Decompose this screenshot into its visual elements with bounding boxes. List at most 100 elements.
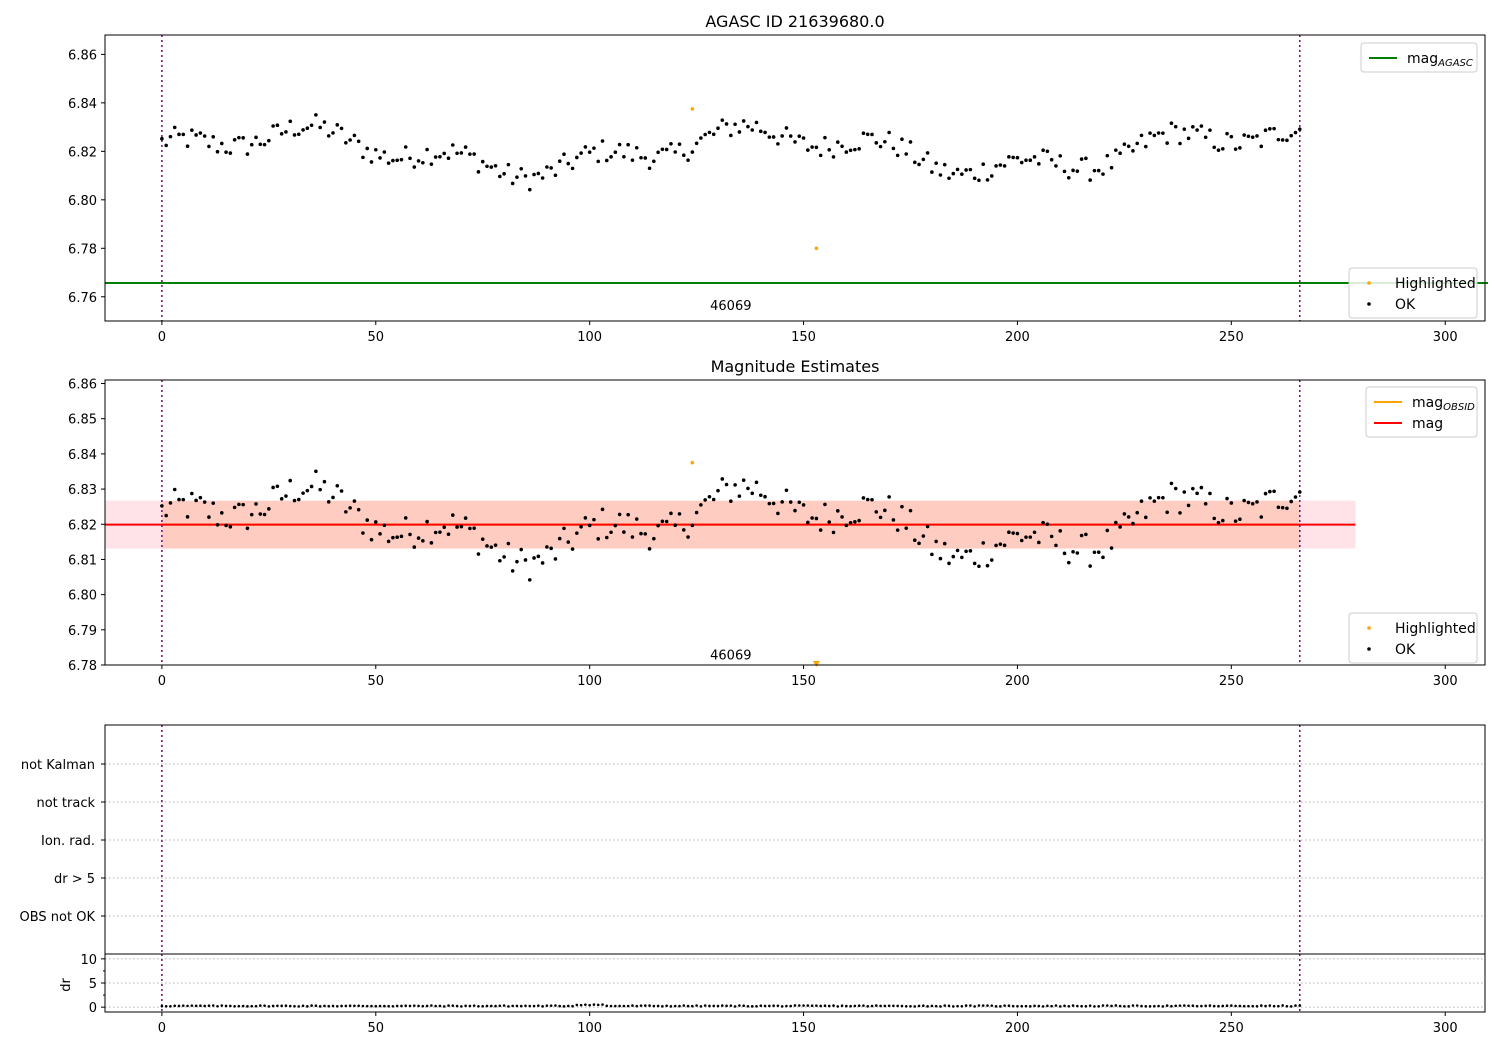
panel-mag-estimates-ok-point xyxy=(1238,517,1242,521)
panel-mag-estimates-ok-point xyxy=(874,510,879,514)
panel-dr-dr-point xyxy=(1148,1005,1152,1008)
panel-dr-dr-point xyxy=(596,1003,600,1007)
panel-agasc-ok-point xyxy=(600,139,605,143)
panel-agasc-ok-point xyxy=(527,187,532,192)
panel-agasc-ok-point xyxy=(348,138,352,142)
panel-agasc-ok-point xyxy=(579,151,583,155)
panel-agasc-ok-point xyxy=(305,126,310,131)
panel-agasc-ok-point xyxy=(823,135,827,140)
panel-dr-dr-point xyxy=(1174,1004,1178,1008)
panel-dr-dr-point xyxy=(1264,1004,1267,1008)
panel-mag-estimates-ok-point xyxy=(403,516,408,520)
panel-dr-dr-point xyxy=(528,1004,532,1008)
panel-mag-estimates-ok-point xyxy=(758,493,763,498)
panel-dr-dr-point xyxy=(815,1004,818,1007)
panel-dr-dr-point xyxy=(370,1004,373,1008)
panel-mag-estimates-ok-point xyxy=(1131,521,1135,526)
panel-mag-estimates-ok-point xyxy=(284,494,288,498)
panel-dr-dr-point xyxy=(263,1004,266,1007)
panel-agasc-ok-point xyxy=(639,155,643,160)
panel-dr-dr-point xyxy=(1225,1004,1229,1008)
panel-agasc-ok-point xyxy=(1229,134,1234,139)
panel-mag-estimates-ok-point xyxy=(450,513,455,517)
panel-dr-ytick-label: 5 xyxy=(89,977,97,992)
panel-mag-estimates-ok-point xyxy=(827,520,832,524)
panel-mag-estimates-ok-point xyxy=(994,543,998,548)
panel-dr-dr-point xyxy=(566,1004,570,1008)
panel-dr-dr-point xyxy=(1063,1004,1066,1008)
panel-mag-estimates-bottom-legend-label: OK xyxy=(1395,642,1416,658)
panel-dr-dr-point xyxy=(964,1004,968,1007)
panel-agasc-ok-point xyxy=(604,158,609,163)
panel-agasc-ok-point xyxy=(754,120,759,125)
panel-agasc-ok-point xyxy=(801,136,806,140)
panel-agasc-ok-point xyxy=(429,162,434,166)
panel-dr-dr-point xyxy=(378,1004,382,1008)
panel-mag-estimates-ok-point xyxy=(545,545,549,549)
panel-mag-estimates-ok-point xyxy=(1101,555,1105,560)
panel-mag-estimates-ytick-label: 6.85 xyxy=(68,413,97,428)
panel-mag-estimates-ok-point xyxy=(515,559,519,564)
panel-agasc-ok-point xyxy=(403,145,408,149)
panel-agasc-ok-point xyxy=(476,170,481,174)
panel-dr-dr-point xyxy=(383,1004,386,1008)
panel-agasc-ok-point xyxy=(1049,157,1054,162)
panel-agasc-ok-point xyxy=(818,153,823,158)
panel-mag-estimates-ok-point xyxy=(754,480,759,485)
panel-dr-dr-point xyxy=(271,1004,275,1008)
panel-dr-dr-point xyxy=(1144,1005,1148,1008)
panel-dr-dr-point xyxy=(904,1004,908,1008)
panel-mag-estimates-ok-point xyxy=(395,535,399,540)
panel-dr-dr-point xyxy=(892,1004,895,1008)
panel-agasc-ok-point xyxy=(814,145,819,150)
panel-dr-dr-point xyxy=(999,1005,1002,1008)
panel-agasc-xtick-label: 250 xyxy=(1219,330,1244,345)
panel-mag-estimates-bottom-legend-dot-swatch xyxy=(1367,647,1371,651)
panel-agasc-ok-point xyxy=(1066,175,1071,180)
panel-mag-estimates-top-legend-label: mag xyxy=(1412,416,1443,432)
panel-mag-estimates-ok-point xyxy=(622,530,626,534)
panel-agasc-ok-point xyxy=(780,134,784,138)
panel-dr-dr-point xyxy=(280,1004,283,1008)
panel-mag-estimates-ok-point xyxy=(1195,491,1199,496)
panel-mag-estimates-ok-point xyxy=(211,501,216,505)
panel-flags-category-label: dr > 5 xyxy=(54,872,95,887)
panel-mag-estimates-ok-point xyxy=(1272,489,1276,494)
panel-agasc-ok-point xyxy=(1165,141,1169,145)
panel-agasc-ok-point xyxy=(1293,130,1298,135)
panel-dr-xtick-label: 0 xyxy=(158,1021,166,1036)
panel-dr-dr-point xyxy=(485,1004,489,1008)
panel-dr-dr-point xyxy=(1230,1004,1233,1007)
panel-agasc-ok-point xyxy=(540,176,545,180)
panel-agasc-ok-point xyxy=(284,130,288,134)
panel-agasc-xtick-label: 50 xyxy=(368,330,385,345)
panel-dr-dr-point xyxy=(712,1004,716,1008)
panel-mag-estimates-ok-point xyxy=(840,515,844,519)
panel-agasc-ok-point xyxy=(857,147,861,151)
panel-agasc-ok-point xyxy=(681,153,686,158)
panel-dr-dr-point xyxy=(733,1005,737,1008)
panel-mag-estimates-ok-point xyxy=(416,536,421,540)
panel-agasc-axes-frame xyxy=(104,34,1486,322)
panel-mag-estimates-ok-point xyxy=(356,507,361,512)
panel-dr-dr-point xyxy=(669,1005,673,1008)
panel-mag-estimates-ok-point xyxy=(656,523,660,528)
panel-dr-dr-point xyxy=(438,1004,442,1008)
panel-agasc-bottom-legend-dot-swatch xyxy=(1367,281,1371,285)
panel-mag-estimates-ok-point xyxy=(592,517,596,522)
panel-mag-estimates-ok-point xyxy=(806,520,810,525)
panel-dr-dr-point xyxy=(254,1004,258,1008)
panel-agasc-ok-point xyxy=(408,156,412,161)
panel-mag-estimates-ok-point xyxy=(1216,520,1221,525)
panel-mag-estimates-xtick-label: 200 xyxy=(1005,674,1030,689)
panel-dr-dr-point xyxy=(310,1004,313,1007)
panel-mag-estimates-ok-point xyxy=(1186,503,1191,508)
panel-dr-dr-point xyxy=(870,1004,874,1008)
panel-mag-estimates-ok-point xyxy=(468,526,472,531)
panel-mag-estimates-ok-point xyxy=(279,497,284,501)
panel-agasc-ok-point xyxy=(472,152,476,156)
panel-mag-estimates-ok-point xyxy=(814,516,819,521)
panel-mag-estimates-ok-point xyxy=(1152,499,1157,503)
panel-agasc-ok-point xyxy=(1208,128,1212,132)
panel-mag-estimates-ok-point xyxy=(382,523,387,528)
